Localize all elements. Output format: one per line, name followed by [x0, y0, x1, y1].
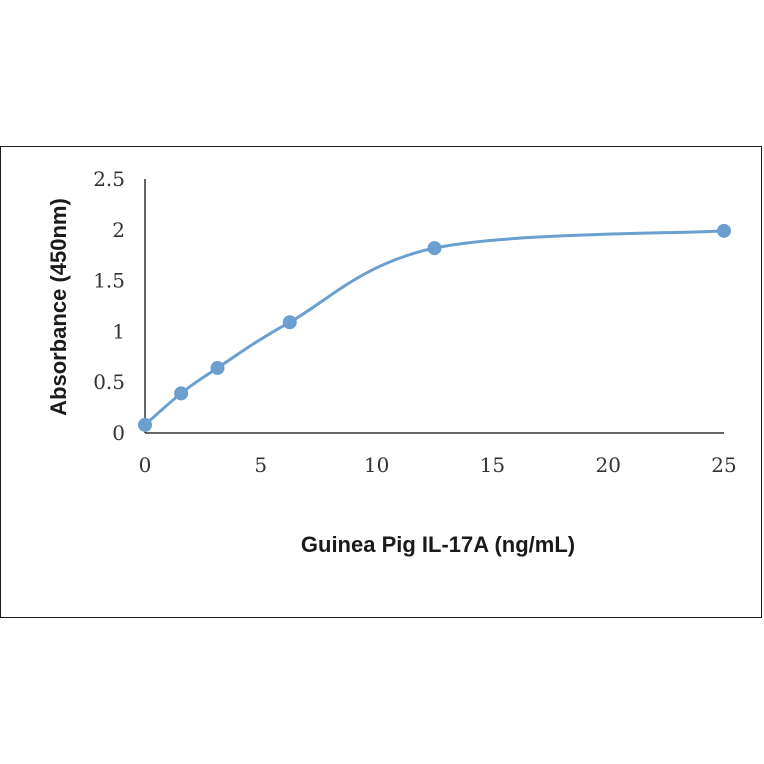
- x-tick-label: 25: [711, 453, 736, 477]
- y-tick-label: 0.5: [93, 370, 125, 394]
- x-tick-label: 10: [364, 453, 389, 477]
- chart-frame: [0, 146, 762, 618]
- series-line: [143, 229, 726, 427]
- x-tick-label: 5: [254, 453, 267, 477]
- y-tick-label: 2: [112, 218, 125, 242]
- data-points: [138, 223, 731, 432]
- axes: [144, 179, 724, 434]
- x-tick-label: 0: [139, 453, 152, 477]
- y-tick-labels: 0 0.5 1 1.5 2 2.5: [93, 167, 125, 445]
- data-point: [210, 360, 225, 375]
- y-axis-title: Absorbance (450nm): [46, 198, 71, 416]
- x-tick-labels: 0 5 10 15 20 25: [139, 453, 737, 477]
- y-tick-label: 0: [112, 421, 125, 445]
- y-tick-label: 1.5: [93, 269, 125, 293]
- data-point: [427, 241, 442, 256]
- data-point: [174, 386, 189, 401]
- data-point: [717, 223, 731, 238]
- data-point: [138, 417, 152, 432]
- y-tick-label: 1: [112, 319, 125, 343]
- data-point: [282, 315, 297, 330]
- y-tick-label: 2.5: [93, 167, 125, 191]
- x-axis-title: Guinea Pig IL-17A (ng/mL): [301, 532, 575, 557]
- x-tick-label: 15: [480, 453, 505, 477]
- x-tick-label: 20: [595, 453, 620, 477]
